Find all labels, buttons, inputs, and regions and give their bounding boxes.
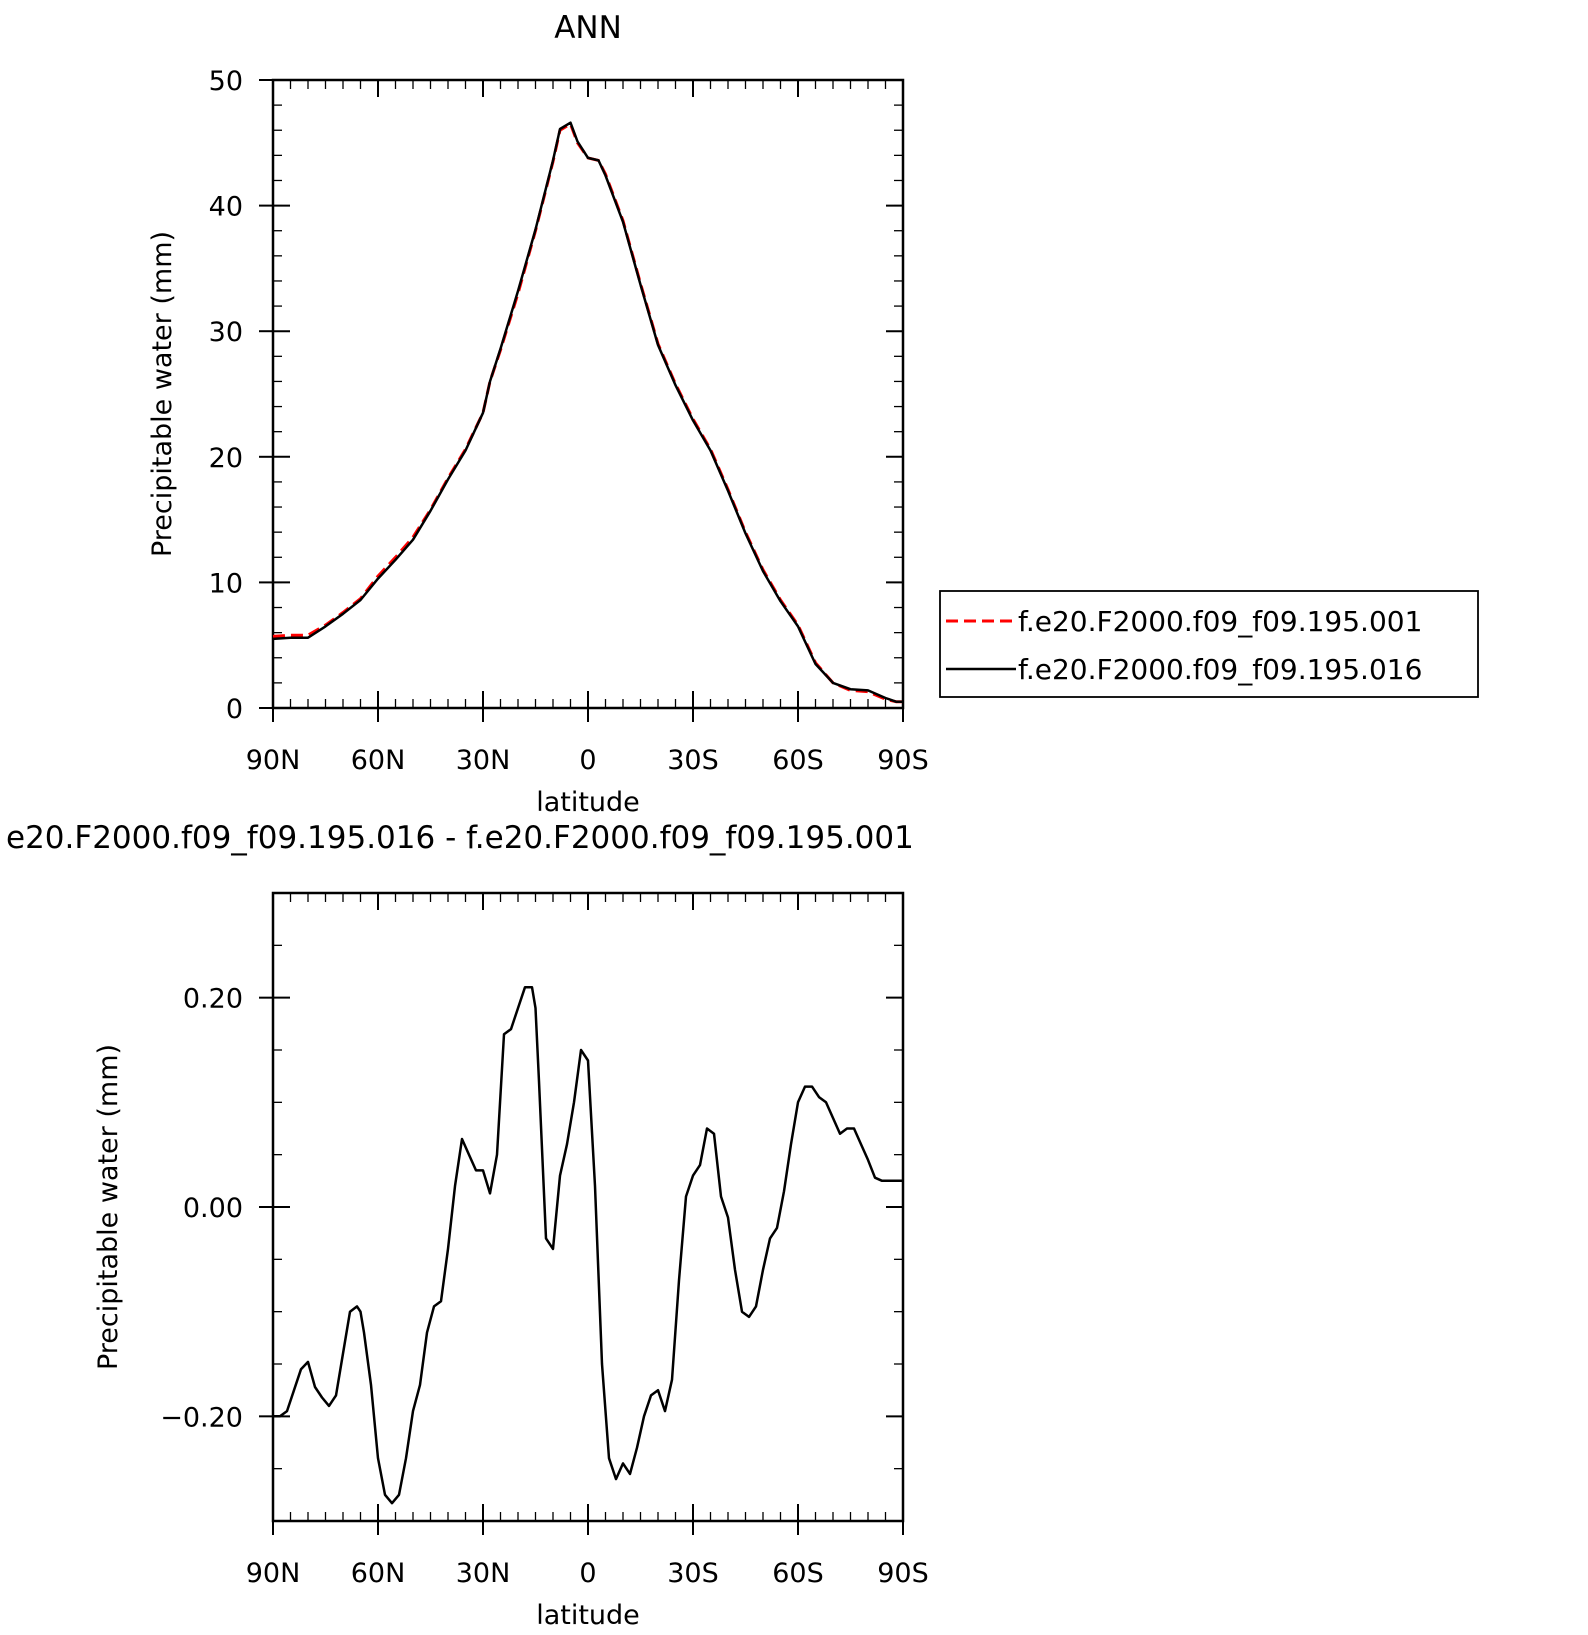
series-line [273, 985, 903, 1505]
x-axis-label: latitude [536, 787, 640, 818]
series-line [272, 122, 903, 704]
y-tick-label: 40 [209, 192, 243, 223]
y-tick-label: 0.00 [183, 1193, 243, 1224]
x-tick-label: 0 [579, 1558, 596, 1589]
chart-title: ANN [554, 10, 622, 46]
x-tick-label: 90S [877, 1558, 929, 1589]
y-tick-label: 0 [226, 694, 243, 725]
legend-box [939, 590, 1479, 698]
x-tick-label: 30S [667, 1558, 719, 1589]
x-tick-label: 90N [246, 745, 301, 776]
y-axis-label: Precipitable water (mm) [93, 1044, 124, 1370]
x-tick-label: 60N [351, 745, 406, 776]
legend-label: f.e20.F2000.f09_f09.195.016 [1018, 653, 1422, 686]
x-tick-label: 90S [877, 745, 929, 776]
y-tick-label: 10 [209, 568, 243, 599]
y-tick-label: 20 [209, 443, 243, 474]
chart-title: e20.F2000.f09_f09.195.016 - f.e20.F2000.… [6, 820, 914, 856]
x-tick-label: 60S [772, 745, 824, 776]
x-tick-label: 30N [456, 745, 511, 776]
legend-label: f.e20.F2000.f09_f09.195.001 [1018, 605, 1422, 638]
plot-frame [271, 78, 905, 710]
x-tick-label: 60N [351, 1558, 406, 1589]
y-axis-label: Precipitable water (mm) [147, 231, 178, 557]
y-tick-label: 30 [209, 317, 243, 348]
x-tick-label: 30N [456, 1558, 511, 1589]
top-plot: 90N 60N 30N 0 30S 60S 90S 0 10 20 30 40 50 latitude Pr… [147, 10, 1479, 818]
series-line [272, 121, 903, 703]
plot-frame [271, 891, 905, 1523]
x-tick-label: 30S [667, 745, 719, 776]
x-tick-label: 0 [579, 745, 596, 776]
x-tick-label: 60S [772, 1558, 824, 1589]
y-tick-label: 50 [209, 66, 243, 97]
y-tick-label: 0.20 [183, 984, 243, 1015]
x-tick-label: 90N [246, 1558, 301, 1589]
difference-plot: 90N 60N 30N 0 30S 60S 90S −0.20 0.00 0.20 latitude… [6, 820, 929, 1631]
y-tick-label: −0.20 [160, 1402, 243, 1433]
x-axis-label: latitude [536, 1600, 640, 1631]
